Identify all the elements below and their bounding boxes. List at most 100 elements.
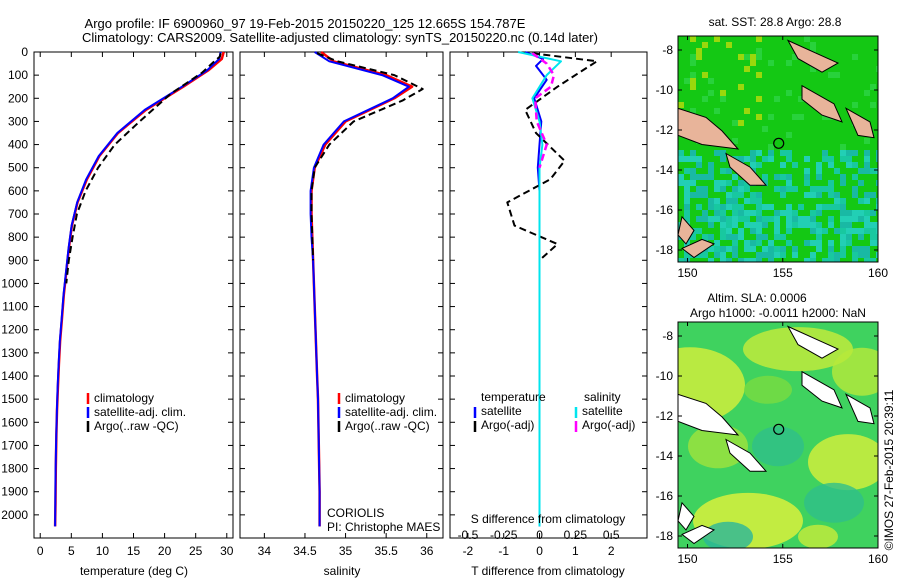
- sst-cell: [846, 228, 852, 234]
- sst-cell: [786, 222, 792, 228]
- sst-cell: [852, 162, 858, 168]
- sst-cell: [876, 180, 878, 186]
- x-tick-label: 10: [96, 544, 110, 558]
- sst-cell: [810, 192, 816, 198]
- sst-cell: [852, 150, 858, 156]
- sst-cell: [810, 216, 816, 222]
- source-dac: CORIOLIS: [327, 506, 384, 520]
- sst-cell: [756, 228, 762, 234]
- sst-cell: [726, 192, 732, 198]
- sst-cell: [774, 96, 780, 102]
- sst-cell: [864, 216, 870, 222]
- sst-cell: [840, 174, 846, 180]
- sst-cell: [840, 198, 846, 204]
- map-frame: [677, 35, 879, 263]
- sst-cell: [792, 210, 798, 216]
- coastline: [678, 215, 695, 245]
- sst-cell: [804, 192, 810, 198]
- y-tick-label: 1100: [2, 300, 28, 314]
- sla-blob: [808, 434, 878, 491]
- sst-cell: [816, 192, 822, 198]
- sst-cell: [804, 240, 810, 246]
- sst-cell: [828, 192, 834, 198]
- sst-cell: [756, 48, 762, 54]
- series-line-temperature-satellite: [524, 51, 548, 527]
- sst-cell: [810, 222, 816, 228]
- sst-cell: [846, 216, 852, 222]
- sst-cell: [750, 210, 756, 216]
- sst-cell: [870, 240, 876, 246]
- x2-tick-label: -0.5: [458, 528, 479, 542]
- y-tick-label: 1600: [1, 415, 28, 429]
- y-tick-label: 1000: [1, 276, 28, 290]
- sst-cell: [708, 234, 714, 240]
- sst-cell: [684, 210, 690, 216]
- sst-cell: [726, 42, 732, 48]
- sst-cell: [732, 198, 738, 204]
- sst-cell: [870, 228, 876, 234]
- sst-cell: [852, 210, 858, 216]
- sst-cell: [768, 156, 774, 162]
- sst-cell: [744, 186, 750, 192]
- x-tick-label: 20: [158, 544, 172, 558]
- sst-cell: [684, 180, 690, 186]
- sst-cell: [768, 246, 774, 252]
- sst-cell: [690, 84, 696, 90]
- map-lat-label: -12: [656, 123, 674, 137]
- sst-cell: [822, 204, 828, 210]
- sst-cell: [678, 102, 684, 108]
- sst-cell: [684, 186, 690, 192]
- sst-cell: [696, 48, 702, 54]
- sst-cell: [756, 240, 762, 246]
- sst-cell: [738, 186, 744, 192]
- y-tick-label: 400: [8, 138, 28, 152]
- sst-cell: [744, 222, 750, 228]
- y-tick-label: 1200: [1, 323, 28, 337]
- sst-cell: [684, 258, 690, 262]
- sst-cell: [858, 216, 864, 222]
- sst-cell: [816, 168, 822, 174]
- sst-cell: [840, 228, 846, 234]
- sst-cell: [876, 156, 878, 162]
- sst-cell: [864, 156, 870, 162]
- sst-cell: [696, 204, 702, 210]
- sla-map: -8 -10 -12 -14 -16 -18 150 155 160: [656, 321, 888, 566]
- sst-cell: [720, 210, 726, 216]
- sst-cell: [738, 156, 744, 162]
- sst-cell: [858, 198, 864, 204]
- sst-cell: [744, 246, 750, 252]
- x2-tick-label: 0.5: [603, 528, 620, 542]
- sst-cell: [726, 198, 732, 204]
- sst-cell: [864, 198, 870, 204]
- sla-blob: [832, 347, 878, 396]
- sst-cell: [738, 120, 744, 126]
- map-lon-label: 155: [773, 266, 793, 280]
- sst-cell: [768, 258, 774, 262]
- sst-cell: [720, 168, 726, 174]
- sst-cell: [744, 66, 750, 72]
- diff-legend-salinity-head: salinity: [584, 390, 621, 404]
- map-lat-label: -14: [656, 449, 674, 463]
- sst-cell: [696, 174, 702, 180]
- sst-cell: [708, 204, 714, 210]
- sst-cell: [726, 258, 732, 262]
- sst-cell: [798, 222, 804, 228]
- map-lat-label: -10: [656, 83, 674, 97]
- sst-cell: [786, 240, 792, 246]
- sst-cell: [690, 234, 696, 240]
- sst-cell: [810, 48, 816, 54]
- sst-cell: [762, 126, 768, 132]
- sst-cell: [726, 204, 732, 210]
- sst-cell: [870, 84, 876, 90]
- sst-cell: [762, 222, 768, 228]
- sst-cell: [828, 222, 834, 228]
- y-tick-label: 1700: [1, 438, 28, 452]
- sst-cell: [684, 252, 690, 258]
- sst-cell: [726, 222, 732, 228]
- sst-cell: [852, 258, 858, 262]
- sst-cell: [834, 72, 840, 78]
- sst-cell: [690, 180, 696, 186]
- y-tick-label: 1300: [1, 346, 28, 360]
- sst-cell: [678, 258, 684, 262]
- sst-cell: [756, 114, 762, 120]
